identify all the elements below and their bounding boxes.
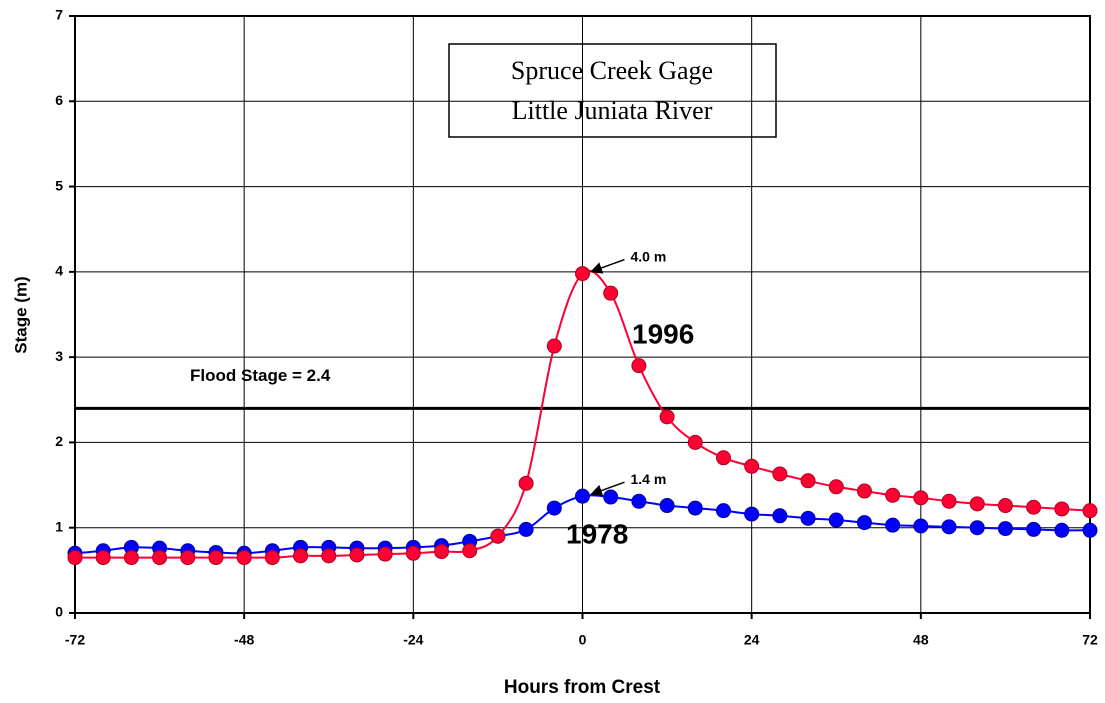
x-tick-label: 72: [1082, 632, 1098, 648]
data-point: [997, 498, 1013, 514]
x-axis-title: Hours from Crest: [504, 677, 661, 698]
annotation: 4.0 m: [631, 248, 667, 264]
data-point: [575, 266, 590, 282]
annotation: 1.4 m: [631, 471, 667, 487]
title-box: [448, 43, 777, 138]
chart-title: Spruce Creek Gage: [511, 56, 713, 85]
data-point: [941, 493, 957, 509]
data-point: [95, 550, 111, 566]
data-point: [969, 496, 985, 512]
series-label: 1996: [632, 318, 694, 349]
data-point: [828, 479, 844, 495]
y-tick-label: 2: [55, 433, 63, 449]
data-point: [772, 466, 788, 482]
data-point: [997, 521, 1013, 537]
x-tick-label: 24: [744, 632, 760, 648]
data-point: [828, 512, 844, 528]
data-point: [659, 498, 675, 514]
data-point: [152, 550, 168, 566]
x-tick-label: -48: [234, 632, 254, 648]
data-point: [715, 450, 731, 466]
data-point: [913, 490, 929, 506]
chart-subtitle: Little Juniata River: [512, 96, 713, 125]
flood-stage-label: Flood Stage = 2.4: [190, 366, 331, 385]
data-point: [744, 458, 760, 474]
series-label: 1978: [566, 518, 628, 549]
y-tick-label: 4: [55, 263, 63, 279]
data-point: [546, 338, 562, 354]
data-point: [941, 519, 957, 535]
data-point: [631, 358, 647, 374]
data-point: [518, 475, 534, 491]
data-point: [1082, 503, 1098, 519]
x-tick-label: 48: [913, 632, 929, 648]
data-point: [800, 510, 816, 526]
data-point: [1082, 522, 1098, 538]
data-point: [575, 488, 590, 504]
data-point: [603, 285, 619, 301]
data-point: [885, 517, 901, 533]
data-point: [518, 521, 534, 537]
data-point: [659, 409, 675, 425]
y-tick-label: 5: [55, 177, 63, 193]
y-axis-title: Stage (m): [11, 276, 30, 353]
y-tick-label: 3: [55, 348, 63, 364]
data-point: [490, 528, 506, 544]
x-tick-label: -72: [65, 632, 85, 648]
y-tick-label: 0: [55, 604, 63, 620]
data-point: [1026, 521, 1042, 537]
y-tick-label: 7: [55, 7, 63, 23]
data-point: [405, 545, 421, 561]
data-point: [631, 493, 647, 509]
data-point: [744, 506, 760, 522]
data-point: [321, 548, 337, 564]
data-point: [715, 503, 731, 519]
data-point: [293, 548, 309, 564]
data-point: [687, 500, 703, 516]
data-point: [772, 508, 788, 524]
data-point: [603, 489, 619, 505]
x-tick-label: 0: [579, 632, 587, 648]
data-point: [1054, 522, 1070, 538]
data-point: [123, 550, 139, 566]
data-point: [546, 500, 562, 516]
data-point: [377, 546, 393, 562]
x-tick-label: -24: [403, 632, 423, 648]
data-point: [969, 520, 985, 536]
y-tick-label: 6: [55, 92, 63, 108]
data-point: [687, 434, 703, 450]
data-point: [1054, 501, 1070, 517]
data-point: [434, 544, 450, 560]
data-point: [856, 483, 872, 499]
data-point: [800, 473, 816, 489]
data-point: [180, 550, 196, 566]
data-point: [67, 550, 83, 566]
data-point: [264, 550, 280, 566]
data-point: [913, 518, 929, 534]
plot-frame: [74, 15, 1091, 614]
data-point: [885, 487, 901, 503]
data-point: [462, 543, 478, 559]
annotation-arrow: [590, 481, 625, 497]
data-point: [1026, 499, 1042, 515]
data-point: [208, 550, 224, 566]
data-point: [236, 550, 252, 566]
y-tick-label: 1: [55, 518, 63, 534]
data-point: [856, 515, 872, 531]
data-point: [349, 547, 365, 563]
annotation-arrow: [590, 258, 625, 274]
